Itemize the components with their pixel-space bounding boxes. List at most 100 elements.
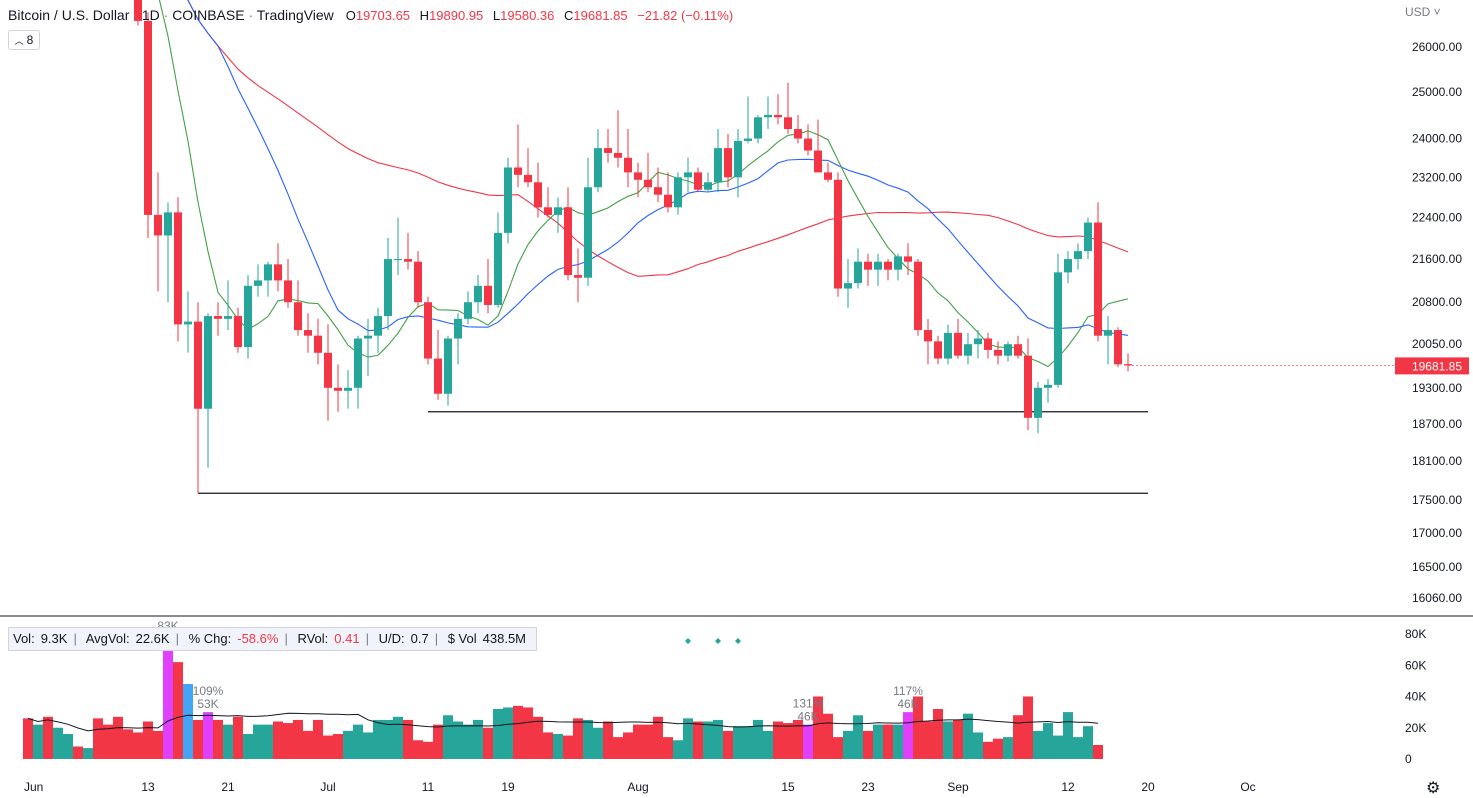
volume-bar[interactable] xyxy=(683,718,693,759)
volume-bar[interactable] xyxy=(533,716,543,759)
candle-body[interactable] xyxy=(1074,251,1082,260)
candle-body[interactable] xyxy=(834,179,842,289)
candle-body[interactable] xyxy=(534,182,542,208)
volume-bar[interactable] xyxy=(93,718,103,759)
candle-body[interactable] xyxy=(524,174,532,183)
volume-bar[interactable] xyxy=(653,716,663,759)
candle-body[interactable] xyxy=(894,256,902,270)
volume-bar[interactable] xyxy=(633,724,643,759)
symbol-name[interactable]: Bitcoin / U.S. Dollar xyxy=(8,7,130,23)
volume-bar[interactable] xyxy=(933,709,943,759)
volume-bar[interactable] xyxy=(323,735,333,759)
volume-bar[interactable] xyxy=(993,738,1003,759)
volume-bar[interactable] xyxy=(573,718,583,759)
volume-bar[interactable] xyxy=(783,723,793,759)
candle-body[interactable] xyxy=(474,285,482,303)
volume-bar[interactable] xyxy=(803,724,813,759)
volume-bar[interactable] xyxy=(143,721,153,760)
candle-body[interactable] xyxy=(334,387,342,391)
candle-body[interactable] xyxy=(1104,330,1112,336)
candle-body[interactable] xyxy=(1014,344,1022,356)
candle-body[interactable] xyxy=(584,187,592,278)
volume-bar[interactable] xyxy=(223,724,233,759)
candle-body[interactable] xyxy=(724,148,732,178)
candle-body[interactable] xyxy=(784,117,792,130)
volume-bar[interactable] xyxy=(423,741,433,759)
volume-bar[interactable] xyxy=(903,712,913,759)
volume-bar[interactable] xyxy=(883,724,893,759)
volume-bar[interactable] xyxy=(1023,696,1033,760)
volume-bar[interactable] xyxy=(233,716,243,759)
volume-bar[interactable] xyxy=(843,730,853,759)
candle-body[interactable] xyxy=(764,114,772,118)
volume-bar[interactable] xyxy=(1083,726,1093,759)
candle-body[interactable] xyxy=(1054,272,1062,385)
candle-body[interactable] xyxy=(754,117,762,139)
volume-bar[interactable] xyxy=(813,696,823,760)
volume-bar[interactable] xyxy=(593,727,603,759)
volume-bar[interactable] xyxy=(83,748,93,759)
candle-body[interactable] xyxy=(604,148,612,153)
volume-bar[interactable] xyxy=(873,724,883,759)
candle-body[interactable] xyxy=(434,358,442,394)
volume-bar[interactable] xyxy=(523,707,533,759)
volume-bar[interactable] xyxy=(1063,712,1073,759)
candle-body[interactable] xyxy=(454,318,462,339)
volume-bar[interactable] xyxy=(53,727,63,759)
candle-body[interactable] xyxy=(354,338,362,388)
candle-body[interactable] xyxy=(794,129,802,139)
volume-bar[interactable] xyxy=(1013,715,1023,759)
candle-body[interactable] xyxy=(254,280,262,286)
candle-body[interactable] xyxy=(704,182,712,190)
volume-bar[interactable] xyxy=(673,740,683,759)
candle-body[interactable] xyxy=(674,177,682,208)
candle-body[interactable] xyxy=(1034,387,1042,418)
volume-bar[interactable] xyxy=(123,729,133,759)
candle-body[interactable] xyxy=(614,152,622,158)
volume-bar[interactable] xyxy=(213,719,223,759)
candle-body[interactable] xyxy=(214,316,222,319)
candle-body[interactable] xyxy=(194,321,202,409)
candle-body[interactable] xyxy=(364,335,372,339)
volume-bar[interactable] xyxy=(283,723,293,759)
candle-body[interactable] xyxy=(734,140,742,178)
candle-body[interactable] xyxy=(564,207,572,276)
volume-bar[interactable] xyxy=(823,713,833,759)
candle-body[interactable] xyxy=(644,179,652,188)
volume-bar[interactable] xyxy=(563,735,573,759)
volume-bar[interactable] xyxy=(643,724,653,759)
volume-bar[interactable] xyxy=(703,721,713,760)
candle-body[interactable] xyxy=(1064,259,1072,273)
candle-body[interactable] xyxy=(684,172,692,178)
volume-bar[interactable] xyxy=(793,719,803,759)
volume-bar[interactable] xyxy=(863,730,873,759)
candle-body[interactable] xyxy=(774,114,782,118)
candle-body[interactable] xyxy=(204,316,212,409)
volume-bar[interactable] xyxy=(853,715,863,759)
volume-bar[interactable] xyxy=(743,726,753,759)
volume-bar[interactable] xyxy=(503,707,513,759)
candle-body[interactable] xyxy=(884,261,892,270)
candle-body[interactable] xyxy=(854,261,862,284)
candle-body[interactable] xyxy=(654,187,662,195)
volume-bar[interactable] xyxy=(413,740,423,759)
candle-body[interactable] xyxy=(974,338,982,345)
candle-body[interactable] xyxy=(984,338,992,350)
candle-body[interactable] xyxy=(714,148,722,183)
candle-body[interactable] xyxy=(514,167,522,175)
candle-body[interactable] xyxy=(484,285,492,305)
volume-bar[interactable] xyxy=(713,719,723,759)
volume-bar[interactable] xyxy=(833,737,843,759)
volume-bar[interactable] xyxy=(1043,723,1053,759)
volume-bar[interactable] xyxy=(163,634,173,759)
volume-bar[interactable] xyxy=(453,721,463,760)
candle-body[interactable] xyxy=(324,352,332,388)
candle-body[interactable] xyxy=(1124,364,1132,366)
candle-body[interactable] xyxy=(394,259,402,261)
volume-bar[interactable] xyxy=(583,719,593,759)
candle-body[interactable] xyxy=(154,214,162,236)
candle-body[interactable] xyxy=(934,341,942,359)
volume-bar[interactable] xyxy=(343,730,353,759)
volume-bar[interactable] xyxy=(373,719,383,759)
